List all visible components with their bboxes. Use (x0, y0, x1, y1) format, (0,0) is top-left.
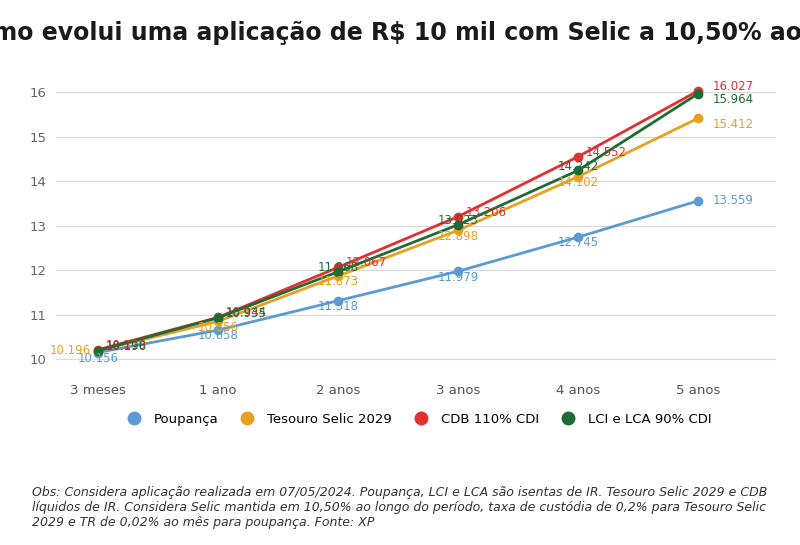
Text: 15.964: 15.964 (712, 93, 754, 106)
Text: 10.856: 10.856 (198, 320, 238, 334)
Text: Obs: Considera aplicação realizada em 07/05/2024. Poupança, LCI e LCA são isenta: Obs: Considera aplicação realizada em 07… (32, 486, 767, 529)
Text: 10.935: 10.935 (226, 307, 266, 320)
Text: 11.318: 11.318 (318, 300, 358, 313)
Text: 10.658: 10.658 (198, 329, 238, 342)
Text: 14.102: 14.102 (558, 176, 598, 189)
Text: 10.196: 10.196 (106, 340, 146, 353)
Text: 13.559: 13.559 (712, 195, 754, 208)
Text: 13.206: 13.206 (466, 205, 506, 219)
Text: 14.552: 14.552 (585, 146, 626, 159)
Text: 16.027: 16.027 (712, 80, 754, 93)
Legend: Poupança, Tesouro Selic 2029, CDB 110% CDI, LCI e LCA 90% CDI: Poupança, Tesouro Selic 2029, CDB 110% C… (115, 408, 717, 431)
Text: 12.067: 12.067 (346, 256, 386, 269)
Text: 12.898: 12.898 (438, 229, 478, 243)
Text: 11.968: 11.968 (318, 261, 358, 274)
Text: 10.219: 10.219 (106, 339, 146, 352)
Text: 12.745: 12.745 (558, 237, 598, 250)
Text: 13.023: 13.023 (438, 214, 478, 227)
Text: 10.196: 10.196 (50, 344, 91, 357)
Text: 11.873: 11.873 (318, 275, 358, 288)
Text: 10.944: 10.944 (226, 306, 266, 319)
Text: 15.412: 15.412 (712, 118, 754, 131)
Text: 14.242: 14.242 (558, 160, 598, 173)
Text: 11.979: 11.979 (438, 270, 478, 283)
Text: 10.156: 10.156 (78, 352, 118, 365)
Title: Como evolui uma aplicação de R$ 10 mil com Selic a 10,50% ao ano?: Como evolui uma aplicação de R$ 10 mil c… (0, 21, 800, 45)
